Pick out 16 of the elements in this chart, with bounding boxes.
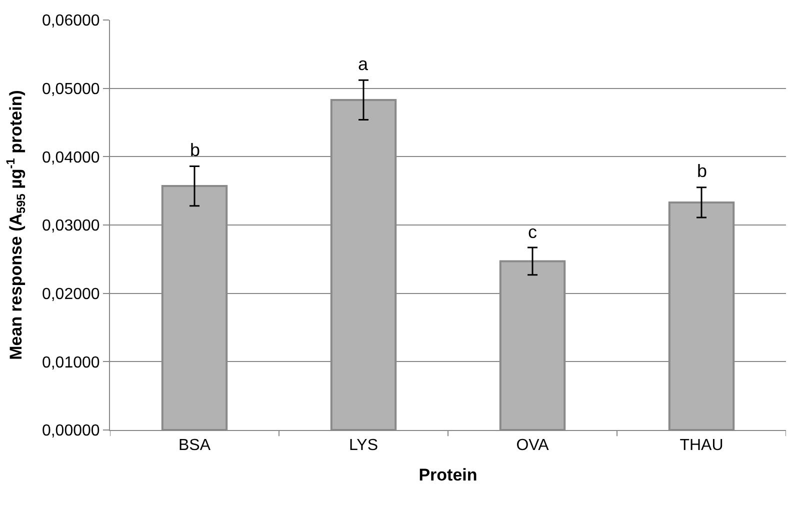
y-tick-label: 0,06000	[42, 12, 100, 30]
y-tick-label: 0,00000	[42, 422, 100, 440]
x-tick-label: OVA	[516, 437, 550, 454]
y-tick-label: 0,04000	[42, 149, 100, 166]
x-tick-label: BSA	[178, 437, 211, 454]
y-tick-label: 0,01000	[42, 354, 100, 372]
annotation: b	[190, 140, 200, 160]
x-axis-title: Protein	[418, 466, 478, 485]
x-tick-label: THAU	[680, 437, 724, 454]
y-tick-label: 0,05000	[42, 80, 100, 98]
annotation: b	[697, 161, 708, 181]
annotation: a	[358, 54, 369, 74]
annotation: c	[528, 222, 537, 242]
x-tick-label: LYS	[348, 437, 378, 454]
y-tick-label: 0,03000	[42, 218, 100, 235]
y-tick-label: 0,02000	[42, 286, 100, 303]
